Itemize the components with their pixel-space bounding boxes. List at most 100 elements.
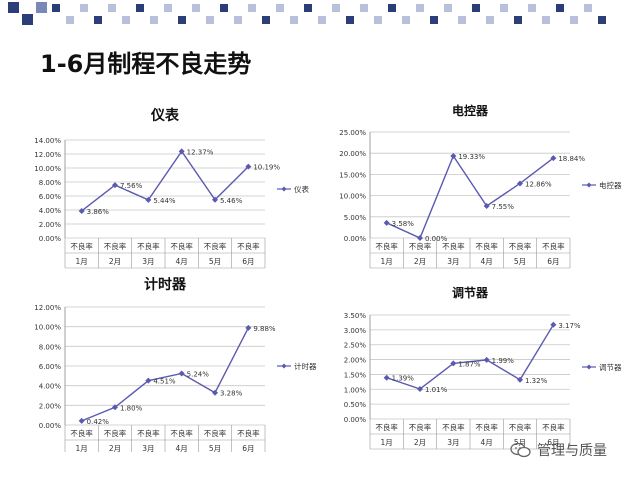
data-point — [417, 235, 423, 241]
data-label: 1.80% — [120, 404, 143, 412]
data-point — [78, 207, 85, 214]
data-label: 1.87% — [458, 360, 481, 368]
data-label: 12.86% — [525, 180, 552, 188]
data-point — [450, 360, 457, 367]
series-line — [81, 150, 249, 212]
legend-marker — [586, 364, 592, 370]
data-point — [145, 196, 152, 203]
data-point — [145, 377, 152, 384]
category-label: 不良率 — [409, 422, 432, 432]
category-label: 不良率 — [375, 241, 398, 251]
y-tick-label: 15.00% — [339, 171, 366, 179]
x-tick-label: 4月 — [481, 438, 493, 447]
decoration-square — [570, 16, 578, 24]
slide-title: 1-6月制程不良走势 — [40, 50, 252, 78]
data-point — [245, 324, 252, 331]
x-tick-label: 2月 — [414, 438, 426, 447]
y-tick-label: 3.00% — [344, 327, 367, 335]
header-decoration — [8, 2, 606, 25]
category-label: 不良率 — [70, 428, 93, 438]
data-point — [112, 404, 118, 411]
chart-diankongqi: 电控器 0.00% 5.00% 10.00% 15.00% 20.00% 25.00% 不良率… — [330, 100, 625, 270]
x-tick-label: 4月 — [176, 257, 188, 266]
x-tick-label: 3月 — [142, 257, 154, 266]
data-label: 19.33% — [458, 153, 485, 161]
legend-marker — [586, 182, 592, 188]
data-label: 18.84% — [558, 155, 585, 163]
category-label: 不良率 — [442, 241, 465, 251]
decoration-square — [206, 16, 214, 24]
data-point — [417, 385, 423, 392]
decoration-square — [164, 4, 172, 12]
data-point — [483, 356, 490, 363]
legend-marker — [281, 363, 287, 369]
decoration-square — [304, 4, 312, 12]
y-tick-label: 0.50% — [344, 401, 367, 409]
data-point — [517, 376, 523, 383]
x-tick-label: 5月 — [209, 257, 221, 266]
data-point — [383, 374, 390, 381]
y-tick-label: 10.00% — [339, 193, 366, 201]
y-tick-label: 8.00% — [39, 343, 62, 351]
wechat-icon — [510, 442, 531, 458]
decoration-square — [416, 4, 424, 12]
category-label: 不良率 — [237, 428, 260, 438]
data-point — [78, 417, 85, 424]
legend-label: 电控器 — [599, 180, 622, 190]
data-label: 0.42% — [87, 418, 110, 426]
category-label: 不良率 — [237, 241, 260, 251]
chart-tiaojieqi: 调节器 0.00% 0.50% 1.00% 1.50% 2.00% 2.50% 3.00% 3.… — [330, 285, 625, 452]
data-label: 0.00% — [425, 235, 448, 243]
decoration-square — [486, 16, 494, 24]
decoration-square — [430, 16, 438, 24]
category-label: 不良率 — [104, 241, 127, 251]
decoration-square — [332, 4, 340, 12]
decoration-square — [234, 16, 242, 24]
category-label: 不良率 — [375, 422, 398, 432]
legend-label: 仪表 — [294, 184, 309, 194]
y-tick-label: 3.50% — [344, 312, 367, 320]
category-label: 不良率 — [409, 241, 432, 251]
legend-marker — [281, 186, 287, 192]
category-label: 不良率 — [442, 422, 465, 432]
decoration-square — [318, 16, 326, 24]
series-line — [386, 154, 554, 239]
series-line — [386, 324, 554, 390]
chart-title: 仪表 — [150, 107, 180, 124]
data-point — [483, 202, 490, 209]
legend-label: 调节器 — [599, 363, 622, 372]
data-point — [212, 389, 218, 396]
x-tick-label: 5月 — [209, 444, 221, 452]
decoration-square — [122, 16, 130, 24]
data-label: 1.32% — [525, 377, 548, 385]
category-label: 不良率 — [542, 422, 565, 432]
x-tick-label: 6月 — [242, 257, 254, 266]
y-tick-label: 1.00% — [344, 386, 367, 394]
decoration-square — [374, 16, 382, 24]
data-point — [450, 153, 457, 160]
x-tick-label: 4月 — [176, 444, 188, 452]
x-tick-label: 1月 — [76, 444, 88, 452]
decoration-square — [542, 16, 550, 24]
decoration-square — [290, 16, 298, 24]
decoration-square — [584, 4, 592, 12]
decoration-square — [94, 16, 102, 24]
category-label: 不良率 — [170, 428, 193, 438]
y-tick-label: 2.50% — [344, 342, 367, 350]
data-label: 5.24% — [187, 370, 210, 378]
data-point — [383, 219, 390, 226]
decoration-square — [80, 4, 88, 12]
decoration-square — [108, 4, 116, 12]
decoration-square — [388, 4, 396, 12]
decoration-square — [150, 16, 158, 24]
x-tick-label: 6月 — [242, 444, 254, 452]
y-tick-label: 2.00% — [39, 402, 62, 410]
decoration-square — [248, 4, 256, 12]
y-tick-label: 8.00% — [39, 179, 62, 187]
y-tick-label: 0.00% — [344, 235, 367, 243]
decoration-square — [458, 16, 466, 24]
chart-title: 计时器 — [144, 277, 187, 293]
decoration-square — [276, 4, 284, 12]
watermark: 管理与质量 — [510, 440, 607, 460]
x-tick-label: 2月 — [109, 444, 121, 452]
